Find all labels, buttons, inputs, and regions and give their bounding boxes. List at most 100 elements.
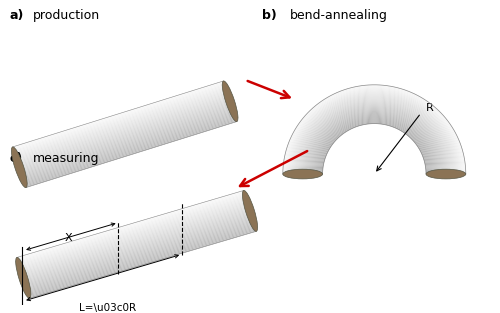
- Polygon shape: [306, 108, 442, 174]
- Polygon shape: [20, 202, 248, 270]
- Polygon shape: [24, 115, 235, 182]
- Polygon shape: [20, 105, 232, 172]
- Polygon shape: [30, 230, 256, 298]
- Polygon shape: [18, 96, 229, 163]
- Polygon shape: [312, 114, 436, 174]
- Polygon shape: [314, 116, 434, 174]
- Polygon shape: [296, 98, 452, 174]
- Polygon shape: [28, 225, 255, 293]
- Polygon shape: [20, 199, 246, 267]
- Polygon shape: [18, 192, 244, 260]
- Polygon shape: [22, 108, 233, 175]
- Polygon shape: [22, 107, 233, 174]
- Text: bend-annealing: bend-annealing: [290, 9, 388, 22]
- Polygon shape: [288, 90, 461, 174]
- Polygon shape: [322, 123, 427, 174]
- Polygon shape: [22, 207, 249, 275]
- Text: b): b): [262, 9, 276, 22]
- Polygon shape: [14, 84, 225, 151]
- Polygon shape: [17, 94, 228, 161]
- Polygon shape: [24, 115, 235, 182]
- Polygon shape: [291, 93, 458, 174]
- Polygon shape: [22, 110, 234, 177]
- Polygon shape: [25, 217, 252, 285]
- Polygon shape: [287, 89, 462, 174]
- Polygon shape: [22, 206, 248, 274]
- Polygon shape: [24, 211, 250, 279]
- Polygon shape: [27, 222, 254, 290]
- Polygon shape: [320, 121, 429, 174]
- Ellipse shape: [16, 257, 31, 298]
- Polygon shape: [28, 224, 254, 292]
- Polygon shape: [26, 121, 237, 187]
- Polygon shape: [22, 111, 234, 178]
- Polygon shape: [14, 86, 226, 153]
- Polygon shape: [19, 198, 246, 265]
- Polygon shape: [292, 94, 457, 174]
- Polygon shape: [308, 109, 441, 174]
- Polygon shape: [290, 92, 459, 174]
- Polygon shape: [316, 117, 433, 174]
- Polygon shape: [295, 96, 454, 174]
- Polygon shape: [14, 83, 224, 150]
- Polygon shape: [298, 99, 451, 174]
- Polygon shape: [28, 228, 256, 296]
- Polygon shape: [18, 95, 229, 162]
- Text: R: R: [426, 103, 434, 113]
- Polygon shape: [320, 122, 428, 174]
- Text: c): c): [10, 152, 22, 165]
- Polygon shape: [289, 91, 460, 174]
- Ellipse shape: [222, 81, 238, 122]
- Polygon shape: [300, 101, 449, 174]
- Polygon shape: [308, 110, 440, 174]
- Ellipse shape: [283, 169, 323, 179]
- Polygon shape: [18, 99, 230, 166]
- Polygon shape: [23, 112, 234, 179]
- Polygon shape: [20, 102, 231, 169]
- Polygon shape: [20, 103, 231, 170]
- Polygon shape: [20, 101, 231, 168]
- Polygon shape: [294, 95, 455, 174]
- Polygon shape: [18, 98, 230, 165]
- Polygon shape: [312, 113, 437, 174]
- Polygon shape: [25, 119, 236, 186]
- Polygon shape: [25, 216, 252, 284]
- Polygon shape: [15, 88, 226, 155]
- Polygon shape: [20, 201, 247, 269]
- Polygon shape: [24, 213, 251, 281]
- Polygon shape: [26, 120, 236, 187]
- Polygon shape: [296, 97, 453, 174]
- Ellipse shape: [242, 190, 258, 231]
- Polygon shape: [26, 219, 253, 287]
- Polygon shape: [306, 107, 443, 174]
- Polygon shape: [16, 90, 227, 157]
- Polygon shape: [314, 115, 435, 174]
- Polygon shape: [24, 214, 252, 282]
- Polygon shape: [17, 192, 244, 259]
- Polygon shape: [16, 93, 228, 160]
- Polygon shape: [28, 227, 256, 295]
- Polygon shape: [28, 226, 255, 294]
- Polygon shape: [24, 116, 236, 183]
- Ellipse shape: [426, 169, 466, 179]
- Polygon shape: [22, 208, 250, 276]
- Polygon shape: [14, 85, 225, 152]
- Polygon shape: [318, 120, 430, 174]
- Polygon shape: [21, 106, 232, 173]
- Polygon shape: [24, 212, 250, 280]
- Polygon shape: [22, 205, 248, 273]
- Polygon shape: [302, 103, 447, 174]
- Polygon shape: [20, 200, 247, 268]
- Polygon shape: [18, 193, 245, 261]
- Polygon shape: [23, 210, 250, 278]
- Polygon shape: [16, 91, 227, 158]
- Polygon shape: [24, 118, 236, 185]
- Polygon shape: [284, 86, 465, 174]
- Polygon shape: [318, 119, 431, 174]
- Polygon shape: [17, 191, 244, 259]
- Polygon shape: [26, 220, 253, 288]
- Polygon shape: [304, 105, 445, 174]
- Polygon shape: [300, 102, 448, 174]
- Polygon shape: [18, 196, 246, 264]
- Polygon shape: [29, 229, 256, 297]
